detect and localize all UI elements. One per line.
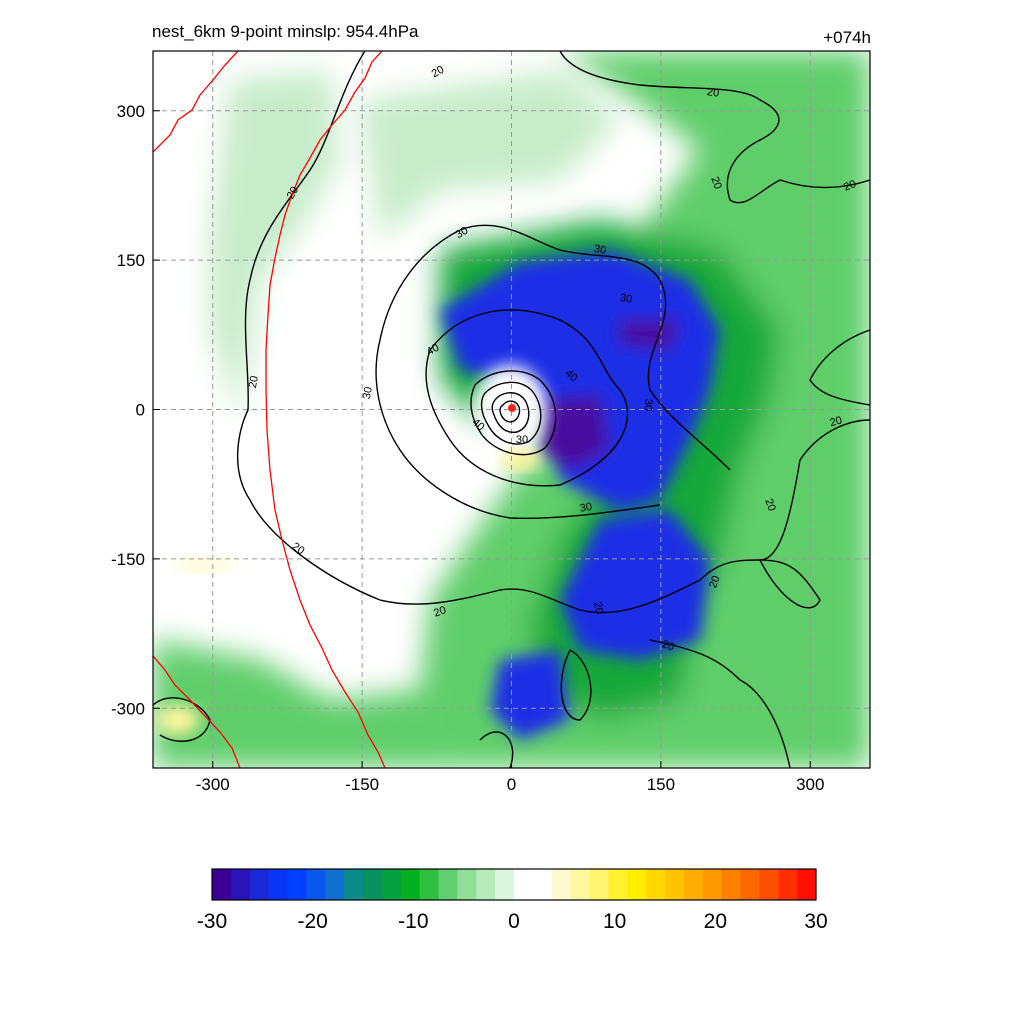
colorbar-swatch — [797, 869, 817, 900]
colorbar-swatch — [438, 869, 458, 900]
colorbar-tick-label: -20 — [297, 910, 327, 933]
colorbar-tick-labels: -30 -20 -10 0 10 20 30 — [197, 910, 828, 933]
colorbar-swatch — [287, 869, 307, 900]
contour-label-layer: 20 20 20 20 20 20 20 20 20 20 20 20 20 30 30 30 30 30 30 30… — [247, 64, 858, 654]
colorbar-swatch — [419, 869, 439, 900]
colorbar-swatch — [363, 869, 383, 900]
y-tick-label: 150 — [117, 251, 145, 270]
colorbar-swatch — [702, 869, 723, 900]
x-tick-label: 300 — [796, 775, 824, 794]
storm-center-dot — [508, 404, 516, 412]
colorbar-swatch — [212, 869, 232, 900]
colorbar-swatch — [740, 869, 760, 900]
contour-label: 20 — [842, 178, 858, 193]
contour-label: 20 — [290, 540, 307, 557]
contour-label: 30 — [619, 292, 633, 306]
colorbar — [211, 868, 817, 901]
wind-speed-contours — [153, 51, 870, 768]
x-tick-label: -300 — [196, 775, 230, 794]
colorbar-swatch — [759, 869, 779, 900]
colorbar-swatch — [665, 869, 685, 900]
contour-label: 20 — [660, 638, 676, 653]
contour-label: 40 — [425, 342, 442, 359]
colorbar-swatch — [551, 869, 572, 900]
colorbar-swatch — [721, 869, 741, 900]
colorbar-swatch — [608, 869, 628, 900]
contour-label: 20 — [829, 415, 844, 430]
storm-center-marker — [508, 404, 516, 412]
colorbar-swatch — [532, 869, 553, 900]
contour-label: 20 — [706, 86, 720, 100]
plot-title: nest_6km 9-point minslp: 954.4hPa — [152, 22, 419, 41]
colorbar-swatch — [325, 869, 345, 900]
colorbar-tick-label: 20 — [704, 910, 727, 933]
colorbar-swatch — [400, 869, 421, 900]
contour-label: 30 — [593, 243, 607, 257]
colorbar-swatch — [476, 869, 496, 900]
colorbar-swatch — [627, 869, 647, 900]
x-tick-label: -150 — [345, 775, 379, 794]
y-tick-label: -300 — [111, 699, 145, 718]
contour-label: 30 — [516, 434, 528, 446]
contour-label: 20 — [285, 185, 302, 202]
forecast-hour-label: +074h — [823, 28, 871, 47]
coastline-boundaries — [153, 51, 386, 768]
colorbar-swatch — [268, 869, 288, 900]
colorbar-swatch — [589, 869, 609, 900]
colorbar-swatch — [570, 869, 590, 900]
y-axis-ticks: 300 150 0 -150 -300 — [111, 102, 160, 718]
colorbar-swatch — [646, 869, 666, 900]
colorbar-tick-label: 0 — [508, 910, 520, 933]
colorbar-swatch — [778, 869, 798, 900]
colorbar-tick-label: -10 — [398, 910, 428, 933]
y-tick-label: -150 — [111, 550, 145, 569]
x-axis-ticks: -300 -150 0 150 300 — [196, 761, 824, 794]
y-tick-label: 0 — [136, 401, 145, 420]
x-tick-label: 0 — [507, 775, 516, 794]
lat-lon-gridlines — [153, 51, 870, 768]
contour-label: 20 — [430, 64, 447, 81]
x-tick-label: 150 — [647, 775, 675, 794]
contour-label: 20 — [591, 601, 605, 615]
colorbar-swatch — [306, 869, 326, 900]
colorbar-tick-label: 30 — [804, 910, 827, 933]
colorbar-swatch — [344, 869, 364, 900]
contour-label: 20 — [762, 497, 777, 513]
colorbar-tick-label: -30 — [197, 910, 227, 933]
y-tick-label: 300 — [117, 102, 145, 121]
contour-label: 20 — [707, 574, 722, 590]
colorbar-swatch — [457, 869, 477, 900]
contour-label: 30 — [642, 399, 654, 411]
contour-label: 30 — [579, 501, 593, 515]
colorbar-tick-label: 10 — [603, 910, 626, 933]
colorbar-swatch — [495, 869, 515, 900]
colorbar-swatch — [683, 869, 704, 900]
colorbar-swatch — [514, 869, 534, 900]
colorbar-frame — [211, 868, 817, 901]
contour-label: 20 — [432, 604, 448, 619]
contour-label: 20 — [247, 375, 261, 389]
contour-label: 20 — [708, 175, 723, 191]
colorbar-swatch — [249, 869, 270, 900]
colorbar-swatch — [381, 869, 402, 900]
contour-label: 30 — [454, 225, 471, 242]
colorbar-swatch — [230, 869, 251, 900]
contour-label: 30 — [361, 386, 375, 400]
